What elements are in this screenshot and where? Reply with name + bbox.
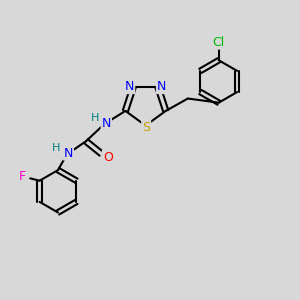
Text: N: N xyxy=(125,80,134,93)
Text: F: F xyxy=(19,170,26,183)
Text: N: N xyxy=(102,117,111,130)
Text: Cl: Cl xyxy=(213,35,225,49)
Text: N: N xyxy=(157,80,166,93)
Text: N: N xyxy=(64,146,73,160)
Text: O: O xyxy=(103,151,113,164)
Text: H: H xyxy=(52,143,61,153)
Text: S: S xyxy=(142,121,150,134)
Text: H: H xyxy=(91,113,99,123)
